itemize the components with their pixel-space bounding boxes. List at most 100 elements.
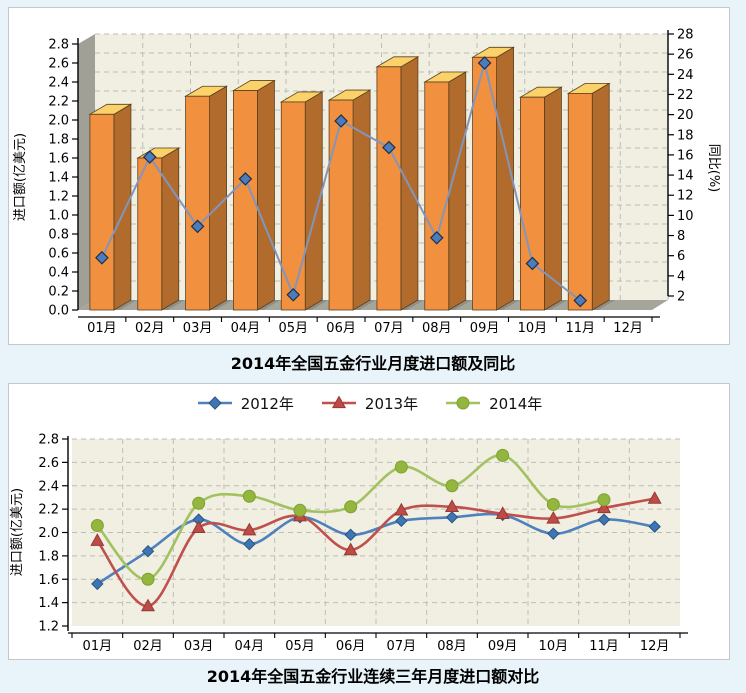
bar-03月 [184,85,229,311]
y-tick-label: 1.8 [38,549,59,564]
x-tick-label: 08月 [437,639,467,654]
point-2012年-12月 [648,520,661,533]
point-2014年-01月 [90,518,104,532]
bar-02月 [136,147,181,311]
y-right-tick-label: 16 [677,148,694,163]
y-tick-label: 2.4 [38,479,59,494]
point-2014年-06月 [344,500,358,514]
point-2012年-02月 [141,544,155,558]
yoy-line [95,56,588,308]
x-tick-label: 07月 [387,639,417,654]
legend-shape [456,396,470,410]
bar-10月 [518,86,563,311]
y-right-tick-label: 4 [677,269,685,284]
y-right-tick-label: 28 [677,28,694,43]
y-left-tick-label: 2.6 [48,57,69,72]
bar-06月 [327,89,372,311]
x-tick-label: 02月 [133,639,163,654]
point-yoy-09月 [477,56,492,70]
y-axis-left-title: 进口额(亿美元) [13,133,28,221]
legend-item-2014年: 2014年 [444,393,542,414]
y-right-tick-label: 8 [677,229,685,244]
top-chart-panel: 0.0 0.2 0.4 0.6 0.8 1.0 1.2 1.4 1.6 1.8 2.0 2.2 2.4 2… [8,7,730,345]
point-yoy-03月 [190,219,205,234]
x-tick-label: 02月 [135,321,165,336]
y-tick-label: 2.0 [38,526,59,541]
legend-label: 2014年 [489,394,543,413]
x-tick-label: 04月 [231,321,261,336]
point-2014年-05月 [293,503,307,517]
point-2013年-08月 [444,499,460,512]
point-2014年-10月 [546,497,560,511]
point-yoy-06月 [334,114,348,128]
bar-07月 [375,56,420,311]
y-right-tick-label: 20 [677,108,694,123]
point-2014年-09月 [496,448,510,462]
point-2013年-03月 [191,520,206,534]
point-2014年-02月 [141,572,155,586]
legend-shape [331,396,346,409]
x-tick-label: 12月 [640,639,670,654]
y-left-tick-label: 2.4 [48,76,69,91]
legend-marker-triangle-icon [321,396,356,409]
point-yoy-02月 [142,150,157,164]
point-yoy-08月 [429,230,444,245]
bar-09月 [471,46,516,311]
x-axis: 01月 02月 03月 04月 05月 06月 07月 08月 09月 10月 11月 12月 [68,632,688,654]
point-2014年-03月 [192,496,206,510]
series-2013年 [90,491,662,612]
point-yoy-04月 [238,172,253,186]
point-2012年-08月 [445,511,459,524]
top-chart-title: 2014年全国五金行业月度进口额及同比 [230,354,516,373]
x-tick-label: 04月 [235,639,265,654]
bar-11月 [566,82,611,311]
x-tick-label: 12月 [613,321,643,336]
y-tick-label: 2.8 [38,433,59,448]
y-right-tick-label: 10 [677,209,694,224]
bottom-chart-title: 2014年全国五金行业连续三年月度进口额对比 [206,667,540,686]
y-left-tick-label: 2.0 [48,114,69,129]
point-2013年-10月 [546,510,561,524]
x-tick-label: 11月 [565,321,595,336]
y-left-tick-label: 2.8 [48,38,69,53]
y-left-tick-label: 1.4 [48,171,69,186]
point-2012年-10月 [547,527,560,540]
bottom-chart-panel: 2012年 2013年 2014年 1.2 1.4 1.6 1.8 2.0 2.2 2.4 2.6… [8,383,730,660]
legend: 2012年 2013年 2014年 [9,384,729,416]
x-axis: 01月 02月 03月 04月 05月 06月 07月 08月 09月 10月 11月 12月 [78,316,660,336]
x-tick-label: 05月 [285,639,315,654]
x-tick-label: 10月 [518,321,548,336]
y-axis-title: 进口额(亿美元) [10,488,25,576]
point-yoy-11月 [573,293,588,308]
point-2013年-06月 [343,542,358,556]
x-tick-label: 05月 [278,321,308,336]
bar-08月 [423,71,468,311]
y-tick-label: 1.6 [38,573,59,588]
x-tick-label: 01月 [83,639,113,654]
y-left-tick-label: 2.2 [48,95,69,110]
y-right-tick-label: 6 [677,249,685,264]
y-left-tick-label: 0.2 [48,285,69,300]
point-2013年-01月 [90,533,105,546]
y-left-tick-label: 1.0 [48,209,69,224]
legend-shape [208,396,222,410]
point-2014年-04月 [242,489,256,503]
point-2014年-07月 [394,460,408,474]
y-left-tick-label: 0.6 [48,247,69,262]
point-2013年-02月 [140,598,156,612]
legend-marker-diamond-icon [197,396,232,410]
y-axis: 1.2 1.4 1.6 1.8 2.0 2.2 2.4 2.6 2.8 进口额(亿美元) [10,433,69,635]
bar-04月 [231,79,276,311]
x-tick-label: 03月 [183,321,213,336]
bar-05月 [279,91,324,311]
x-tick-label: 01月 [87,321,117,336]
y-right-tick-label: 24 [677,68,694,83]
three-year-line-chart-canvas: 1.2 1.4 1.6 1.8 2.0 2.2 2.4 2.6 2.8 进口额(亿美元) 01月 02… [10,433,688,654]
y-left-tick-label: 0.0 [48,304,69,319]
point-yoy-10月 [525,256,540,271]
y-axis-right-title: 同比(%) [706,144,721,193]
point-yoy-05月 [286,287,301,302]
y-left-tick-label: 1.2 [48,190,69,205]
x-tick-label: 08月 [422,321,452,336]
x-tick-label: 03月 [184,639,214,654]
